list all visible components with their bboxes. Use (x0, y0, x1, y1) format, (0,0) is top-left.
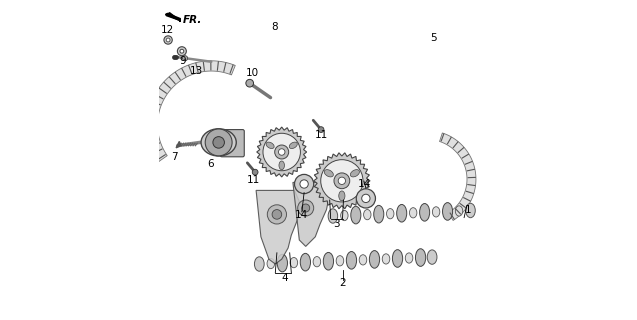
Ellipse shape (300, 253, 310, 271)
Circle shape (362, 194, 370, 203)
Circle shape (302, 204, 310, 212)
Circle shape (213, 137, 224, 148)
Circle shape (268, 205, 287, 224)
Ellipse shape (267, 259, 275, 269)
Circle shape (272, 210, 282, 219)
Text: 8: 8 (271, 22, 278, 32)
Ellipse shape (443, 203, 453, 220)
Polygon shape (313, 153, 370, 209)
Ellipse shape (415, 249, 426, 266)
Text: 5: 5 (430, 33, 436, 44)
Polygon shape (256, 190, 299, 264)
Polygon shape (166, 13, 180, 21)
Circle shape (252, 169, 258, 175)
Text: 14: 14 (357, 179, 371, 189)
Text: 4: 4 (282, 273, 288, 284)
Ellipse shape (397, 204, 407, 222)
Circle shape (182, 56, 188, 61)
Ellipse shape (313, 257, 320, 267)
Circle shape (294, 174, 313, 194)
Ellipse shape (350, 170, 359, 177)
Ellipse shape (341, 211, 348, 221)
Ellipse shape (277, 254, 287, 272)
Ellipse shape (420, 204, 430, 221)
Circle shape (275, 145, 289, 159)
Circle shape (263, 133, 301, 171)
Ellipse shape (324, 252, 334, 270)
Ellipse shape (433, 207, 440, 217)
Ellipse shape (427, 250, 437, 264)
FancyBboxPatch shape (220, 130, 244, 157)
Text: 2: 2 (339, 278, 346, 288)
Ellipse shape (339, 191, 345, 201)
Text: FR.: FR. (182, 15, 202, 25)
Ellipse shape (392, 250, 403, 267)
Text: 11: 11 (247, 175, 260, 185)
Ellipse shape (289, 142, 297, 148)
Text: 3: 3 (333, 219, 340, 229)
Text: 12: 12 (161, 25, 174, 36)
Circle shape (278, 149, 285, 155)
Ellipse shape (347, 252, 357, 269)
Ellipse shape (364, 210, 371, 220)
Text: 1: 1 (465, 204, 471, 215)
Circle shape (246, 79, 254, 87)
Circle shape (334, 173, 350, 189)
Circle shape (205, 129, 232, 156)
Text: 9: 9 (179, 56, 186, 66)
Ellipse shape (455, 206, 462, 216)
Ellipse shape (279, 161, 285, 170)
Polygon shape (176, 141, 181, 148)
Polygon shape (293, 182, 330, 246)
Ellipse shape (382, 254, 390, 264)
Ellipse shape (466, 203, 475, 218)
Ellipse shape (410, 208, 417, 218)
Ellipse shape (351, 206, 361, 224)
Circle shape (338, 177, 345, 184)
Circle shape (318, 127, 324, 132)
Circle shape (321, 160, 363, 202)
Ellipse shape (324, 170, 333, 177)
Ellipse shape (387, 209, 394, 219)
Circle shape (180, 49, 184, 53)
Ellipse shape (254, 257, 264, 271)
Polygon shape (257, 127, 306, 177)
Ellipse shape (336, 256, 344, 266)
Ellipse shape (405, 253, 413, 263)
Text: 10: 10 (245, 68, 259, 78)
Circle shape (166, 38, 170, 42)
Ellipse shape (266, 142, 274, 148)
Ellipse shape (374, 205, 384, 223)
Text: 7: 7 (171, 152, 178, 163)
Ellipse shape (201, 129, 236, 156)
Text: 14: 14 (295, 210, 308, 220)
Circle shape (164, 36, 172, 44)
Ellipse shape (290, 258, 297, 268)
Ellipse shape (369, 251, 380, 268)
Polygon shape (147, 61, 235, 162)
Polygon shape (440, 133, 476, 220)
Circle shape (297, 200, 313, 216)
Polygon shape (166, 13, 180, 22)
Circle shape (177, 47, 187, 56)
Circle shape (300, 180, 308, 188)
Ellipse shape (328, 209, 338, 223)
Ellipse shape (359, 255, 367, 265)
Circle shape (356, 189, 375, 208)
Text: 11: 11 (315, 130, 327, 140)
Text: 6: 6 (208, 159, 214, 169)
Text: 13: 13 (189, 66, 203, 76)
